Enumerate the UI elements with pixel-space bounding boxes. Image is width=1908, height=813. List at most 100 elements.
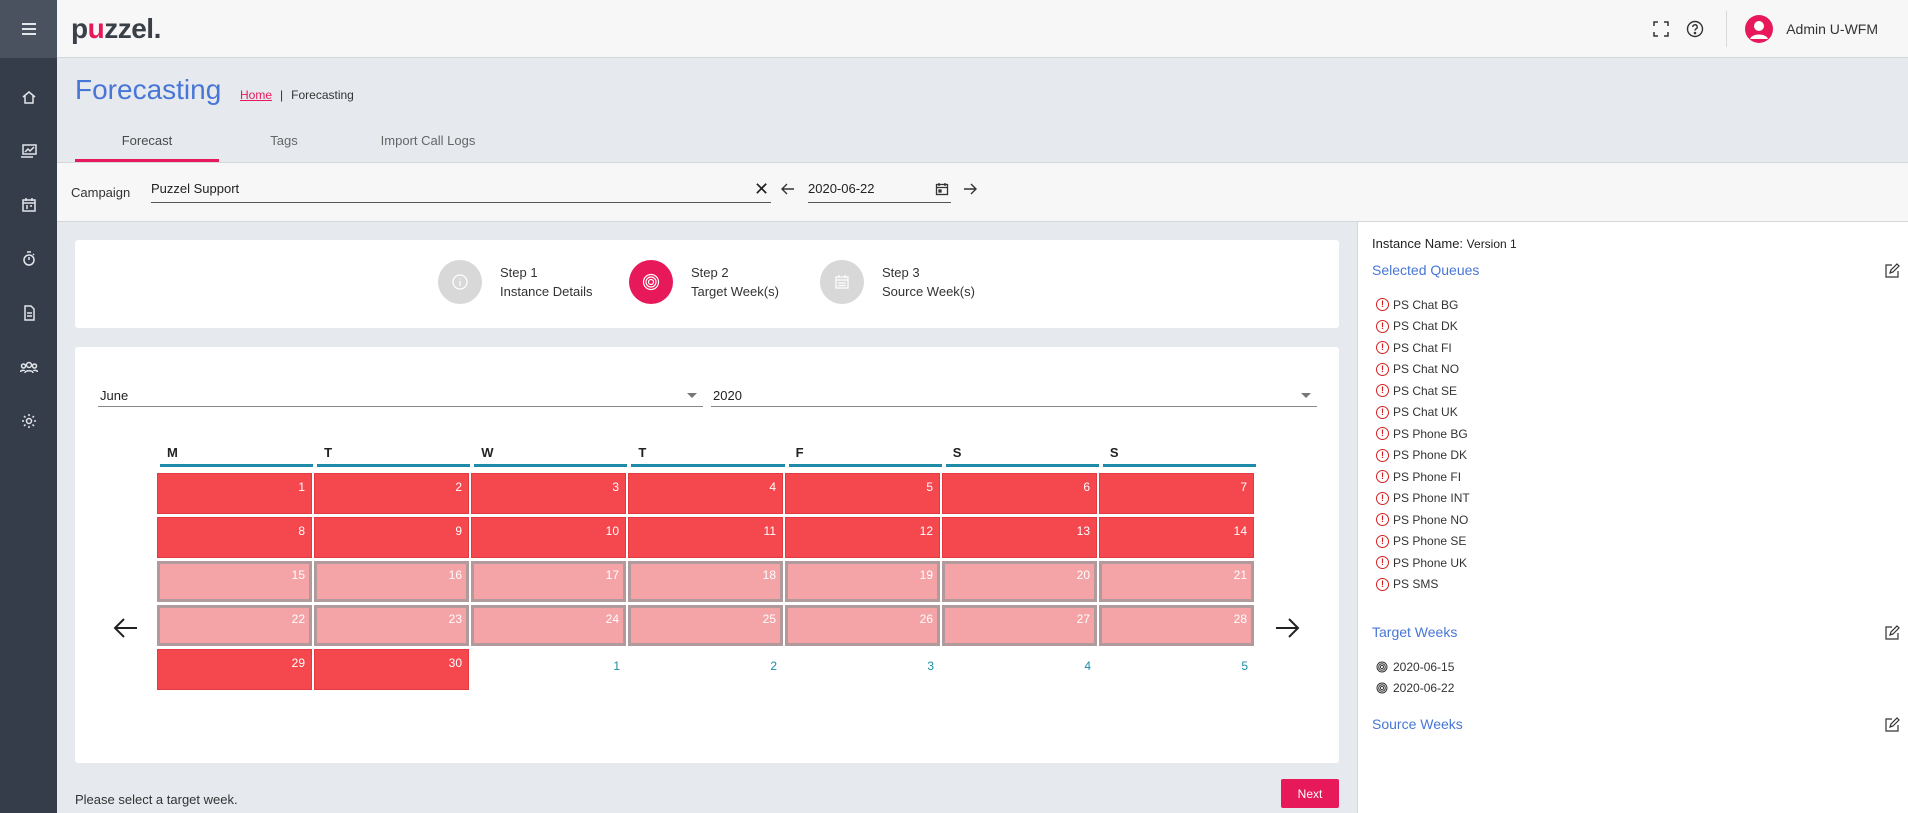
- next-month-day[interactable]: 3: [927, 659, 934, 673]
- calendar-day[interactable]: 16: [314, 561, 469, 602]
- calendar-day[interactable]: 28: [1099, 605, 1254, 646]
- queue-item: ! PS SMS: [1376, 574, 1470, 596]
- next-button[interactable]: Next: [1281, 779, 1339, 808]
- queue-name: PS Chat BG: [1393, 297, 1459, 312]
- calendar-day[interactable]: 25: [628, 605, 783, 646]
- menu-button[interactable]: [0, 0, 57, 58]
- next-month-day[interactable]: 5: [1241, 659, 1248, 673]
- next-month-day[interactable]: 4: [1084, 659, 1091, 673]
- sidebar-item-timer[interactable]: [0, 232, 57, 286]
- arrow-right-icon[interactable]: [963, 183, 977, 195]
- calendar-day[interactable]: 9: [314, 517, 469, 558]
- calendar-day[interactable]: 18: [628, 561, 783, 602]
- step-3-title: Step 3: [882, 265, 920, 280]
- edit-icon[interactable]: [1884, 263, 1900, 279]
- queue-name: PS Chat SE: [1393, 383, 1458, 398]
- chevron-down-icon: [687, 393, 697, 398]
- sidebar-item-users[interactable]: [0, 340, 57, 394]
- tab-forecast[interactable]: Forecast: [75, 124, 219, 162]
- steps-card: Step 1 Instance Details Step 2 Target Week…: [75, 240, 1339, 328]
- month-select[interactable]: June: [98, 379, 703, 407]
- day-of-week-label: F: [788, 443, 942, 467]
- next-month-day[interactable]: 1: [613, 659, 620, 673]
- target-icon: [642, 273, 660, 291]
- step-1[interactable]: Step 1 Instance Details: [438, 260, 593, 304]
- next-month-day[interactable]: 2: [770, 659, 777, 673]
- arrow-left-icon[interactable]: [781, 183, 795, 195]
- warning-icon: !: [1376, 448, 1389, 462]
- sidebar: [0, 0, 57, 813]
- step-3-subtitle: Source Week(s): [882, 284, 975, 299]
- avatar[interactable]: [1745, 15, 1774, 43]
- sidebar-item-documents[interactable]: [0, 286, 57, 340]
- calendar-day[interactable]: 2: [314, 473, 469, 514]
- date-field[interactable]: 2020-06-22: [808, 177, 951, 203]
- breadcrumb-home-link[interactable]: Home: [240, 88, 273, 102]
- calendar-day[interactable]: 26: [785, 605, 940, 646]
- help-button[interactable]: [1678, 20, 1712, 38]
- target-week-item: 2020-06-22: [1376, 678, 1454, 700]
- calendar-day[interactable]: 4: [628, 473, 783, 514]
- calendar-week-row[interactable]: 29 30 1 2 3 4 5: [157, 649, 1257, 693]
- calendar-day[interactable]: 12: [785, 517, 940, 558]
- calendar-day[interactable]: 19: [785, 561, 940, 602]
- edit-icon[interactable]: [1884, 625, 1900, 641]
- previous-month-button[interactable]: [112, 617, 138, 639]
- step-3[interactable]: Step 3 Source Week(s): [820, 260, 975, 304]
- calendar-day[interactable]: 6: [942, 473, 1097, 514]
- calendar-day[interactable]: 23: [314, 605, 469, 646]
- campaign-label: Campaign: [71, 185, 131, 200]
- users-icon: [19, 361, 38, 374]
- tab-import-call-logs[interactable]: Import Call Logs: [380, 133, 476, 148]
- calendar-day[interactable]: 3: [471, 473, 626, 514]
- step-2[interactable]: Step 2 Target Week(s): [629, 260, 779, 304]
- calendar-day[interactable]: 24: [471, 605, 626, 646]
- next-month-button[interactable]: [1275, 617, 1301, 639]
- campaign-select[interactable]: Puzzel Support: [151, 177, 771, 203]
- sidebar-item-home[interactable]: [0, 70, 57, 124]
- queue-item: ! PS Phone FI: [1376, 466, 1470, 488]
- queue-item: ! PS Phone DK: [1376, 445, 1470, 467]
- target-weeks-list: 2020-06-15 2020-06-22: [1376, 656, 1454, 699]
- tab-tags[interactable]: Tags: [270, 133, 298, 148]
- sidebar-item-reports[interactable]: [0, 124, 57, 178]
- day-of-week-label: S: [945, 443, 1099, 467]
- calendar-week-row[interactable]: 15 16 17 18 19 20 21: [157, 561, 1257, 605]
- calendar-day[interactable]: 30: [314, 649, 469, 690]
- calendar-week-row[interactable]: 8 9 10 11 12 13 14: [157, 517, 1257, 561]
- calendar-day[interactable]: 15: [157, 561, 312, 602]
- calendar-day[interactable]: 22: [157, 605, 312, 646]
- calendar-day[interactable]: 14: [1099, 517, 1254, 558]
- calendar-day[interactable]: 13: [942, 517, 1097, 558]
- puzzel-logo[interactable]: puzzel.: [71, 12, 161, 44]
- calendar-day[interactable]: 8: [157, 517, 312, 558]
- fullscreen-button[interactable]: [1644, 21, 1678, 37]
- calendar-week-row[interactable]: 22 23 24 25 26 27 28: [157, 605, 1257, 649]
- calendar-day[interactable]: 5: [785, 473, 940, 514]
- year-select[interactable]: 2020: [711, 379, 1317, 407]
- user-name[interactable]: Admin U-WFM: [1786, 21, 1878, 37]
- calendar-picker-icon[interactable]: [935, 182, 949, 196]
- calendar-day[interactable]: 20: [942, 561, 1097, 602]
- calendar-day[interactable]: 27: [942, 605, 1097, 646]
- calendar-day[interactable]: 21: [1099, 561, 1254, 602]
- calendar-day[interactable]: 29: [157, 649, 312, 690]
- step-2-title: Step 2: [691, 265, 729, 280]
- edit-icon[interactable]: [1884, 717, 1900, 733]
- queue-name: PS Phone UK: [1393, 555, 1468, 570]
- calendar-day[interactable]: 17: [471, 561, 626, 602]
- calendar-day[interactable]: 1: [157, 473, 312, 514]
- calendar-day[interactable]: 7: [1099, 473, 1254, 514]
- queue-name: PS Phone NO: [1393, 512, 1469, 527]
- breadcrumb-current: Forecasting: [291, 88, 354, 102]
- close-icon[interactable]: ✕: [754, 179, 770, 199]
- sidebar-item-calendar[interactable]: [0, 178, 57, 232]
- calendar-day[interactable]: 11: [628, 517, 783, 558]
- fullscreen-icon: [1653, 21, 1669, 37]
- sidebar-item-settings[interactable]: [0, 394, 57, 448]
- queue-name: PS Phone SE: [1393, 534, 1467, 549]
- target-icon: [1376, 682, 1388, 694]
- calendar-day[interactable]: 10: [471, 517, 626, 558]
- queue-name: PS Phone DK: [1393, 448, 1468, 463]
